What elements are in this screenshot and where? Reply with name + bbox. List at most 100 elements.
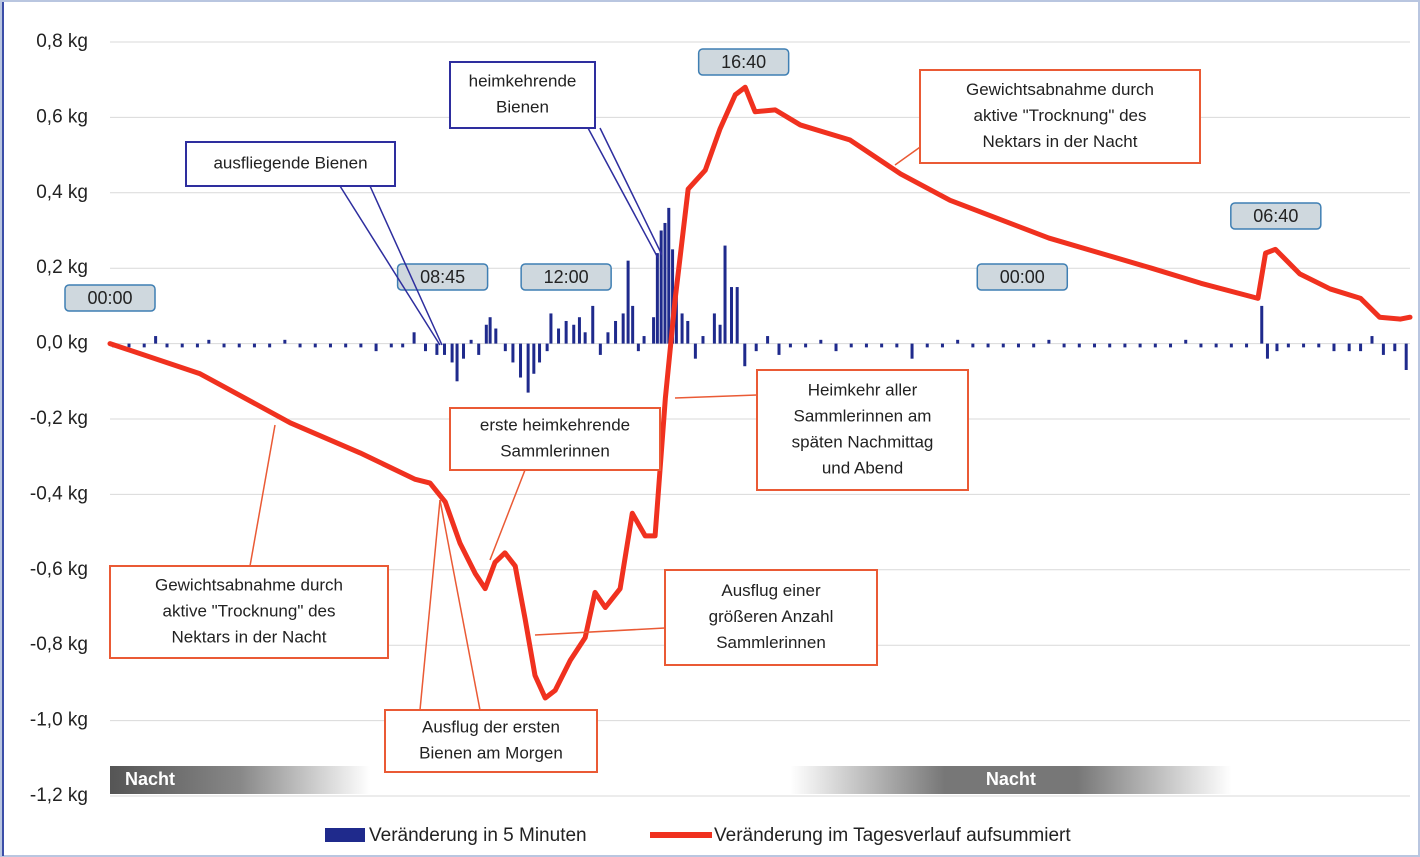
bar xyxy=(940,343,944,348)
night-band xyxy=(790,766,1232,794)
time-box xyxy=(1230,202,1322,230)
bar xyxy=(1184,339,1188,344)
callout-text: und Abend xyxy=(822,458,903,477)
callout-box xyxy=(109,565,389,659)
callout-box xyxy=(449,407,661,471)
bar xyxy=(1093,343,1097,348)
bar xyxy=(788,343,792,348)
bar xyxy=(1332,343,1336,352)
time-label: 00:00 xyxy=(87,288,132,308)
bar xyxy=(1108,343,1112,348)
bar xyxy=(1404,343,1408,370)
bar xyxy=(1016,343,1020,348)
bar xyxy=(626,260,630,344)
callout-pointer xyxy=(419,499,441,711)
bar xyxy=(1153,343,1157,348)
bar xyxy=(1286,343,1290,348)
night-band xyxy=(110,766,370,794)
bar xyxy=(494,328,498,344)
bar xyxy=(180,343,184,348)
bar xyxy=(1347,343,1351,352)
bar xyxy=(667,207,671,344)
bar xyxy=(1062,343,1066,348)
bar xyxy=(222,343,226,348)
bar xyxy=(488,317,492,344)
y-tick-label: -0,2 kg xyxy=(30,408,88,429)
bar xyxy=(804,343,808,348)
bar xyxy=(1359,343,1363,352)
bar xyxy=(819,339,823,344)
bar xyxy=(701,336,705,344)
bar xyxy=(1260,305,1264,344)
bar xyxy=(532,343,536,374)
callout-pointer xyxy=(249,424,276,567)
bar xyxy=(636,343,640,352)
callout-text: Nektars in der Nacht xyxy=(172,627,327,646)
bar xyxy=(511,343,515,363)
bar xyxy=(443,343,447,355)
bar xyxy=(359,343,363,348)
time-box xyxy=(697,48,790,76)
time-label: 16:40 xyxy=(721,52,766,72)
bar xyxy=(712,313,716,344)
bar xyxy=(849,343,853,348)
bar xyxy=(374,343,378,352)
bar xyxy=(591,305,595,344)
bar xyxy=(880,343,884,348)
bar xyxy=(718,324,722,344)
callout-text: späten Nachmittag xyxy=(792,432,934,451)
callout-text: Bienen xyxy=(496,97,549,116)
callout-text: Gewichtsabnahme durch xyxy=(155,575,343,594)
bar xyxy=(663,222,667,344)
bar xyxy=(455,343,459,382)
y-tick-label: 0,0 kg xyxy=(36,333,88,354)
bar xyxy=(1123,343,1127,348)
y-tick-label: -1,2 kg xyxy=(30,785,88,806)
bar xyxy=(401,343,405,348)
bar xyxy=(165,343,169,348)
callout-pointer xyxy=(369,185,443,346)
bar xyxy=(564,320,568,344)
bar xyxy=(127,343,131,348)
y-tick-label: 0,2 kg xyxy=(36,257,88,278)
bar xyxy=(154,336,158,344)
y-tick-label: 0,4 kg xyxy=(36,182,88,203)
bar xyxy=(526,343,530,393)
bar xyxy=(925,343,929,348)
bar xyxy=(1138,343,1142,348)
bar xyxy=(237,343,241,348)
time-label: 06:40 xyxy=(1253,206,1298,226)
legend-swatch xyxy=(325,828,365,842)
bar xyxy=(743,343,747,367)
bar xyxy=(1169,343,1173,348)
bar xyxy=(283,339,287,344)
bar xyxy=(462,343,466,359)
callout-pointer xyxy=(674,394,758,399)
bar xyxy=(1032,343,1036,348)
callout-pointer xyxy=(587,127,659,259)
bar xyxy=(766,336,770,344)
bar xyxy=(1317,343,1321,348)
bar xyxy=(956,339,960,344)
bar xyxy=(686,320,690,344)
y-tick-label: -0,4 kg xyxy=(30,483,88,504)
callout-text: Ausflug der ersten xyxy=(422,717,560,736)
bar xyxy=(1001,343,1005,348)
callout-pointer xyxy=(439,499,481,711)
callout-text: Sammlerinnen xyxy=(716,633,826,652)
bar xyxy=(195,343,199,348)
bar xyxy=(606,332,610,344)
bar xyxy=(298,343,302,348)
bar xyxy=(910,343,914,359)
bar xyxy=(642,336,646,344)
bar xyxy=(614,320,618,344)
bar xyxy=(344,343,348,348)
callout-text: aktive "Trocknung" des xyxy=(973,106,1146,125)
bar xyxy=(1077,343,1081,348)
bar xyxy=(583,332,587,344)
callout-pointer xyxy=(339,185,441,346)
bar xyxy=(864,343,868,348)
bar xyxy=(1265,343,1269,359)
callout-box xyxy=(756,369,969,491)
